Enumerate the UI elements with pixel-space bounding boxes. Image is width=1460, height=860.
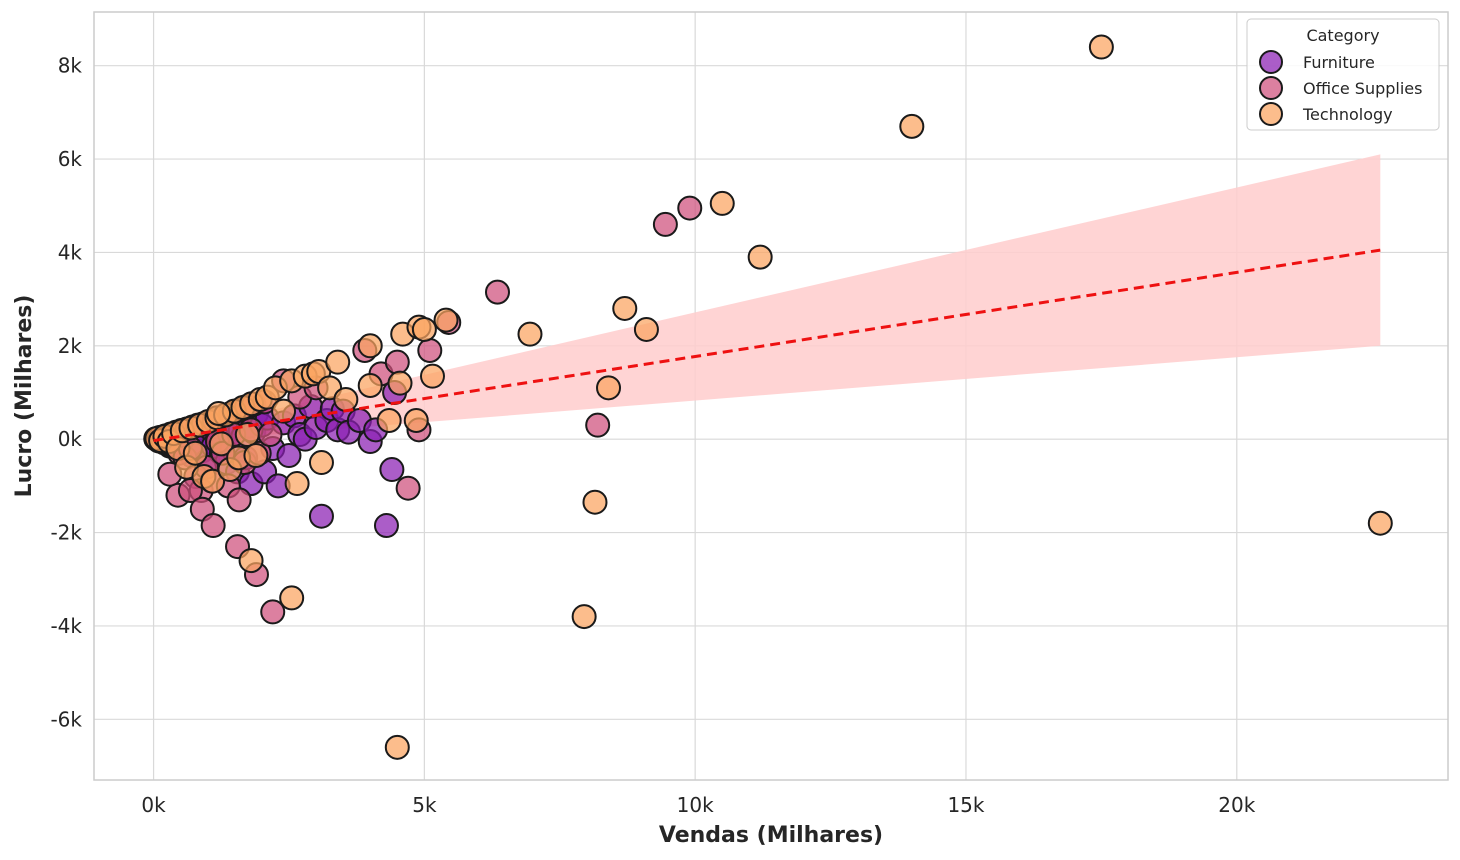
y-tick-label: 6k (58, 147, 83, 171)
data-point (182, 440, 208, 466)
legend-title: Category (1306, 26, 1379, 45)
data-point (276, 443, 302, 469)
data-point (596, 375, 622, 401)
data-point (1088, 34, 1114, 60)
data-point (376, 408, 402, 434)
data-point (200, 513, 226, 539)
data-point (747, 244, 773, 270)
tick-labels: 0k 5k 10k 15k 20k -6k -4k -2k 0k 2k 4k 6k 8k (50, 54, 1255, 817)
data-point (325, 349, 351, 375)
y-tick-label: -2k (50, 521, 82, 545)
plot-frame (93, 11, 1449, 781)
data-point (582, 489, 608, 515)
confidence-band (153, 154, 1381, 444)
data-point (333, 387, 359, 413)
data-point (417, 337, 443, 363)
data-points (143, 34, 1393, 760)
data-point (271, 398, 297, 424)
data-point (571, 604, 597, 630)
legend-label: Office Supplies (1303, 79, 1422, 98)
data-point (226, 487, 252, 513)
x-tick-label: 5k (412, 793, 437, 817)
data-point (206, 401, 232, 427)
x-tick-label: 15k (947, 793, 984, 817)
data-point (517, 321, 543, 347)
data-point (387, 370, 413, 396)
y-axis-title: Lucro (Milhares) (12, 295, 37, 498)
data-point (373, 513, 399, 539)
data-point (403, 408, 429, 434)
y-tick-label: 0k (58, 427, 83, 451)
data-point (234, 422, 260, 448)
data-point (357, 372, 383, 398)
data-point (677, 195, 703, 221)
data-point (395, 475, 421, 501)
data-point (279, 585, 305, 611)
y-tick-label: 8k (58, 54, 83, 78)
data-point (899, 113, 925, 139)
regression-confidence-band (153, 154, 1381, 444)
data-point (612, 295, 638, 321)
data-point (633, 316, 659, 342)
data-point (357, 333, 383, 359)
legend-label: Technology (1302, 105, 1393, 124)
y-tick-label: 2k (58, 334, 83, 358)
legend-marker (1259, 50, 1283, 74)
data-point (585, 412, 611, 438)
legend-items: Furniture Office Supplies Technology (1259, 50, 1422, 126)
x-tick-label: 0k (141, 793, 166, 817)
data-point (1367, 510, 1393, 536)
x-axis-title: Vendas (Milhares) (659, 823, 883, 848)
data-point (709, 190, 735, 216)
legend-box (1246, 18, 1440, 131)
data-point (384, 349, 410, 375)
data-point (260, 599, 286, 625)
data-point (200, 468, 226, 494)
data-point (208, 431, 234, 457)
data-point (433, 307, 459, 333)
data-point (379, 457, 405, 483)
legend: Category Furniture Office Supplies Technol… (1246, 18, 1440, 131)
data-point (484, 279, 510, 305)
data-point (384, 734, 410, 760)
data-point (284, 471, 310, 497)
legend-marker (1259, 102, 1283, 126)
data-point (257, 422, 283, 448)
legend-marker (1259, 76, 1283, 100)
y-tick-label: 4k (58, 240, 83, 264)
data-point (420, 363, 445, 389)
x-tick-label: 10k (677, 793, 714, 817)
data-point (238, 548, 264, 574)
data-point (308, 450, 334, 476)
data-point (308, 503, 334, 529)
y-tick-label: -6k (50, 707, 82, 731)
legend-label: Furniture (1303, 53, 1375, 72)
x-tick-label: 20k (1218, 793, 1255, 817)
y-tick-label: -4k (50, 614, 82, 638)
data-point (411, 316, 437, 342)
data-point (243, 443, 269, 469)
data-point (652, 211, 678, 237)
